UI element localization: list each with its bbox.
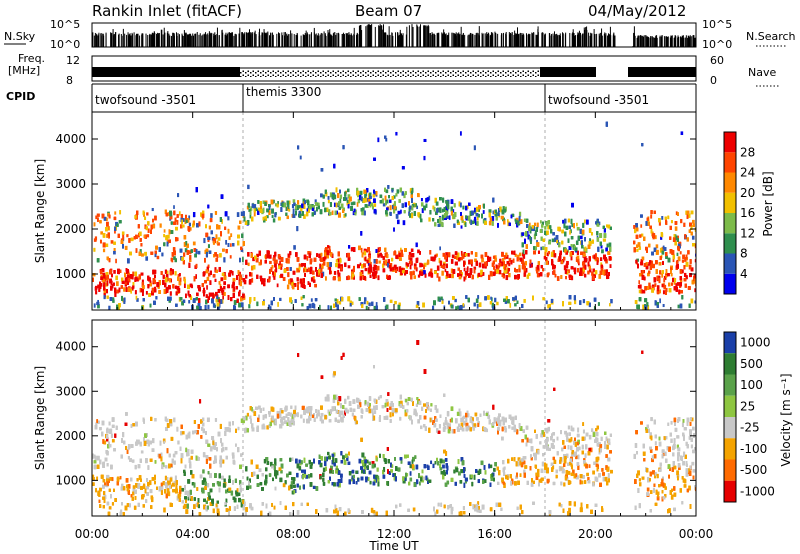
nave-label: Nave bbox=[748, 66, 776, 79]
power-colorbar-label: Power [dB] bbox=[761, 171, 775, 236]
colorbar-swatch bbox=[724, 438, 736, 460]
nave-tick-high: 60 bbox=[710, 54, 724, 67]
colorbar-tick: -25 bbox=[740, 421, 760, 435]
freq-unit: [MHz] bbox=[8, 64, 40, 77]
colorbar-tick: 28 bbox=[740, 145, 755, 159]
freq-panel: Freq. [MHz] 12 8 60 0 Nave bbox=[8, 52, 780, 87]
cpid-label: CPID bbox=[6, 90, 35, 103]
nsky-panel: N.Sky 10^5 10^0 10^5 10^0 N.Search bbox=[4, 18, 796, 51]
cpid-panel: CPID twofsound -3501 themis 3300 twofsound… bbox=[6, 83, 697, 112]
colorbar-tick: 24 bbox=[740, 166, 755, 180]
freq-label: Freq. bbox=[18, 52, 45, 65]
freq-tick-low: 8 bbox=[66, 74, 73, 87]
colorbar-tick: 25 bbox=[740, 399, 755, 413]
time-tick-label: 12:00 bbox=[377, 527, 412, 541]
colorbar-swatch bbox=[724, 353, 736, 375]
cpid-segment-label: twofsound -3501 bbox=[548, 93, 649, 107]
colorbar-tick: -1000 bbox=[740, 484, 775, 498]
nsearch-tick-low: 10^0 bbox=[702, 38, 732, 51]
station-title: Rankin Inlet (fitACF) bbox=[92, 2, 242, 20]
power-panel: 1000 2000 3000 4000 Slant Range [km] 4 8 12 16… bbox=[33, 111, 775, 311]
nsearch-tick-high: 10^5 bbox=[702, 18, 732, 31]
cpid-segment-label: themis 3300 bbox=[246, 85, 321, 99]
ytick-label: 4000 bbox=[55, 340, 86, 354]
colorbar-swatch bbox=[724, 273, 736, 294]
beam-title: Beam 07 bbox=[355, 2, 422, 20]
ytick-label: 2000 bbox=[55, 429, 86, 443]
colorbar-swatch bbox=[724, 332, 736, 354]
colorbar-tick: 4 bbox=[740, 267, 748, 281]
time-tick-label: 16:00 bbox=[477, 527, 512, 541]
time-tick-label: 08:00 bbox=[276, 527, 311, 541]
velocity-colorbar-label: Velocity [m s⁻¹] bbox=[779, 373, 793, 466]
colorbar-tick: 20 bbox=[740, 186, 755, 200]
nave-tick-low: 0 bbox=[710, 74, 717, 87]
colorbar-tick: -500 bbox=[740, 463, 767, 477]
colorbar-swatch bbox=[724, 213, 736, 234]
colorbar-tick: 16 bbox=[740, 206, 755, 220]
time-tick-label: 04:00 bbox=[175, 527, 210, 541]
ytick-label: 1000 bbox=[55, 473, 86, 487]
colorbar-tick: -100 bbox=[740, 442, 767, 456]
velocity-ylabel: Slant Range [km] bbox=[33, 366, 47, 470]
time-tick-label: 00:00 bbox=[75, 527, 110, 541]
cpid-segment-label: twofsound -3501 bbox=[95, 93, 196, 107]
colorbar-swatch bbox=[724, 480, 736, 502]
colorbar-swatch bbox=[724, 395, 736, 417]
colorbar-tick: 500 bbox=[740, 357, 763, 371]
time-axis-label: Time UT bbox=[368, 539, 419, 553]
date-title: 04/May/2012 bbox=[588, 2, 686, 20]
colorbar-swatch bbox=[724, 152, 736, 173]
nsearch-label: N.Search bbox=[746, 30, 796, 43]
ytick-label: 1000 bbox=[55, 267, 86, 281]
colorbar-swatch bbox=[724, 172, 736, 193]
freq-tick-high: 12 bbox=[66, 54, 80, 67]
colorbar-swatch bbox=[724, 459, 736, 481]
colorbar-swatch bbox=[724, 132, 736, 153]
colorbar-tick: 1000 bbox=[740, 336, 771, 350]
time-tick-label: 20:00 bbox=[578, 527, 613, 541]
ytick-label: 3000 bbox=[55, 384, 86, 398]
colorbar-swatch bbox=[724, 417, 736, 439]
colorbar-swatch bbox=[724, 374, 736, 396]
ytick-label: 2000 bbox=[55, 222, 86, 236]
colorbar-swatch bbox=[724, 253, 736, 274]
colorbar-swatch bbox=[724, 192, 736, 213]
colorbar-tick: 100 bbox=[740, 378, 763, 392]
nsky-tick-high: 10^5 bbox=[50, 18, 80, 31]
ytick-label: 4000 bbox=[55, 132, 86, 146]
colorbar-tick: 12 bbox=[740, 226, 755, 240]
nsky-label: N.Sky bbox=[4, 30, 36, 43]
nsky-tick-low: 10^0 bbox=[50, 38, 80, 51]
time-tick-label: 00:00 bbox=[679, 527, 714, 541]
colorbar-swatch bbox=[724, 233, 736, 254]
velocity-panel: 1000 2000 3000 4000 Slant Range [km] 1000 50… bbox=[33, 319, 793, 517]
colorbar-tick: 8 bbox=[740, 247, 748, 261]
power-ylabel: Slant Range [km] bbox=[33, 159, 47, 263]
ytick-label: 3000 bbox=[55, 177, 86, 191]
